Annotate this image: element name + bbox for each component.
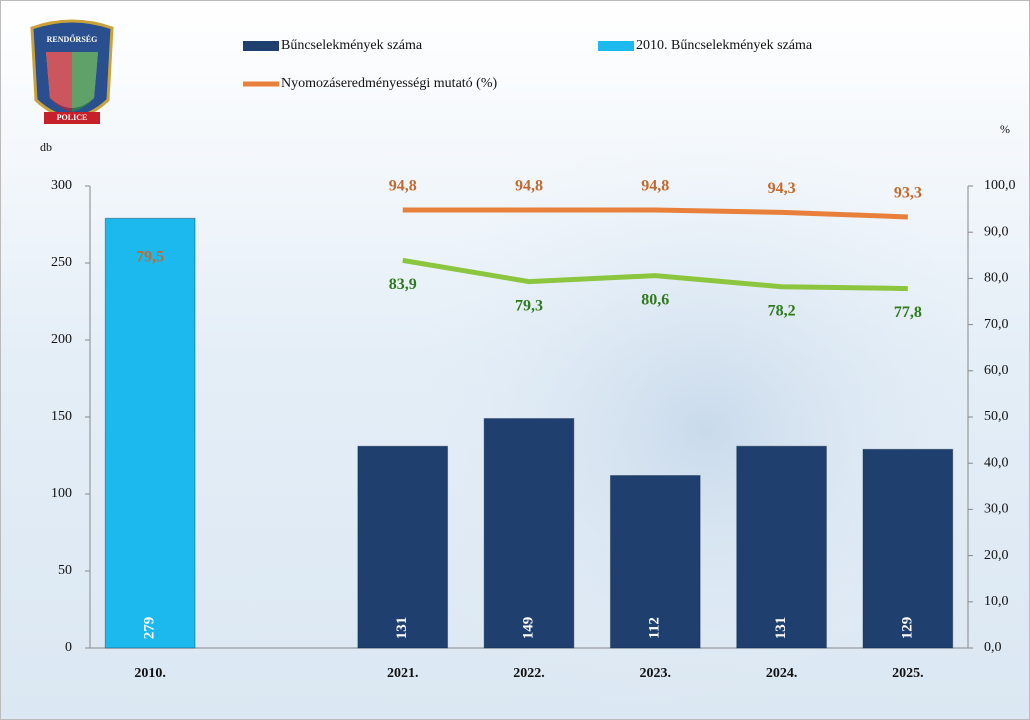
y2-axis-label: % xyxy=(1000,122,1010,136)
line-value-label: 94,8 xyxy=(515,178,543,195)
bar-value-label: 131 xyxy=(394,617,410,640)
line-value-label: 78,2 xyxy=(768,302,796,319)
line-value-label: 93,3 xyxy=(894,185,922,202)
line-value-label: 79,5 xyxy=(136,248,164,265)
legend-label: 2010. Bűncselekmények száma xyxy=(636,38,813,53)
bar-value-label: 149 xyxy=(520,617,536,640)
bar-value-label: 131 xyxy=(773,617,789,640)
y-tick-label: 50 xyxy=(58,563,72,578)
bar xyxy=(105,218,195,648)
y2-tick-label: 10,0 xyxy=(984,594,1009,609)
line-value-label: 80,6 xyxy=(641,291,669,308)
y2-tick-label: 60,0 xyxy=(984,363,1009,378)
bar-value-label: 112 xyxy=(647,617,663,639)
y-tick-label: 300 xyxy=(51,178,72,193)
bar-value-label: 129 xyxy=(899,617,915,640)
legend-swatch xyxy=(243,41,279,51)
bar xyxy=(484,419,574,648)
y-tick-label: 150 xyxy=(51,409,72,424)
logo-top: RENDŐRSÉG xyxy=(47,34,98,44)
logo: RENDŐRSÉG POLICE xyxy=(32,21,112,124)
y2-tick-label: 40,0 xyxy=(984,455,1009,470)
x-tick-label: 2025. xyxy=(892,666,924,681)
line-value-label: 94,8 xyxy=(641,178,669,195)
line-value-label: 94,8 xyxy=(389,178,417,195)
x-tick-label: 2023. xyxy=(640,666,672,681)
y-tick-label: 0 xyxy=(65,640,72,655)
line-value-label: 79,3 xyxy=(515,297,543,314)
y2-tick-label: 0,0 xyxy=(984,640,1002,655)
y2-tick-label: 70,0 xyxy=(984,317,1009,332)
y-tick-label: 200 xyxy=(51,332,72,347)
line-value-label: 77,8 xyxy=(894,304,922,321)
legend-label: Bűncselekmények száma xyxy=(281,38,423,53)
x-tick-label: 2022. xyxy=(513,666,545,681)
y2-tick-label: 50,0 xyxy=(984,409,1009,424)
y-axis-label: db xyxy=(40,140,52,154)
y-tick-label: 100 xyxy=(51,486,72,501)
legend-label: Nyomozáseredményességi mutató (%) xyxy=(281,76,497,91)
x-tick-label: 2024. xyxy=(766,666,798,681)
x-tick-label: 2021. xyxy=(387,666,419,681)
line-value-label: 83,9 xyxy=(389,276,417,293)
x-tick-label: 2010. xyxy=(134,666,166,681)
line-value-label: 94,3 xyxy=(768,180,796,197)
y2-tick-label: 20,0 xyxy=(984,548,1009,563)
logo-bottom: POLICE xyxy=(57,113,88,122)
y2-tick-label: 80,0 xyxy=(984,271,1009,286)
bar-value-label: 279 xyxy=(142,617,158,640)
chart: RENDŐRSÉG POLICE db % 0 50 100 150 200 250 300… xyxy=(0,0,1030,720)
legend-swatch xyxy=(598,41,634,51)
y2-tick-label: 30,0 xyxy=(984,502,1009,517)
y-tick-label: 250 xyxy=(51,255,72,270)
y2-tick-label: 100,0 xyxy=(984,178,1016,193)
page: RENDŐRSÉG POLICE db % 0 50 100 150 200 250 300… xyxy=(0,0,1030,720)
y2-tick-label: 90,0 xyxy=(984,224,1009,239)
